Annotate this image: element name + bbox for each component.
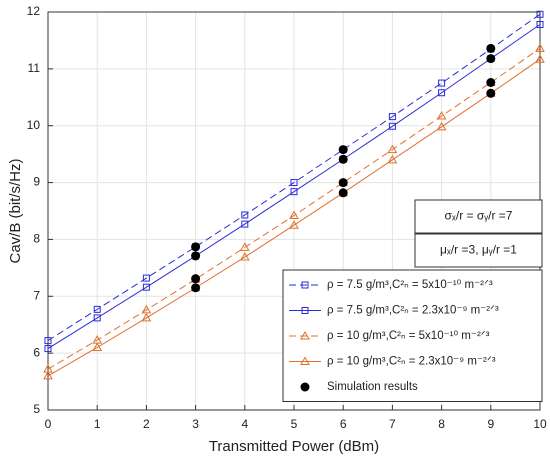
data-point [241, 211, 249, 219]
y-tick-label: 5 [33, 402, 40, 416]
data-point [436, 121, 447, 131]
data-point [486, 54, 496, 64]
data-point [387, 144, 398, 154]
x-tick-label: 1 [94, 417, 101, 431]
legend-label: Simulation results [327, 381, 418, 393]
legend-label: ρ = 7.5 g/m³,C²ₙ = 5x10⁻¹⁰ m⁻²ᐟ³ [327, 279, 493, 291]
data-point [338, 188, 348, 198]
data-point [141, 312, 152, 322]
x-tick-label: 5 [291, 417, 298, 431]
x-tick-label: 7 [389, 417, 396, 431]
data-point [338, 145, 348, 155]
y-tick-label: 11 [28, 61, 41, 75]
data-point [289, 220, 299, 229]
data-point [142, 274, 150, 282]
data-point [436, 111, 447, 120]
x-tick-label: 8 [438, 417, 445, 431]
annotation-box [414, 199, 543, 234]
data-point [290, 188, 298, 196]
data-point [191, 274, 201, 284]
legend-marker [300, 382, 310, 392]
series-line [47, 13, 541, 342]
data-point [535, 54, 545, 63]
data-point [536, 10, 544, 18]
data-point [93, 305, 101, 313]
data-point [241, 220, 249, 228]
legend-label: ρ = 7.5 g/m³,C²ₙ = 2.3x10⁻⁹ m⁻²ᐟ³ [327, 305, 499, 317]
data-point [486, 78, 496, 88]
legend-label: ρ = 10 g/m³,C²ₙ = 2.3x10⁻⁹ m⁻²ᐟ³ [327, 356, 496, 368]
data-point [438, 79, 446, 87]
x-tick-label: 6 [340, 417, 347, 431]
annotation-box [414, 233, 543, 268]
legend-marker [300, 356, 310, 365]
x-tick-label: 0 [45, 417, 52, 431]
y-tick-label: 7 [33, 288, 40, 302]
x-tick-label: 2 [143, 417, 150, 431]
data-point [338, 178, 348, 188]
y-tick-label: 6 [33, 345, 40, 359]
data-point [486, 43, 496, 53]
series-line [47, 47, 541, 370]
legend-marker [300, 330, 310, 340]
series-line [47, 24, 541, 350]
annotation: μₓ/r =3, μᵧ/r =1 [440, 243, 517, 257]
x-tick-label: 4 [241, 417, 248, 431]
data-point [388, 122, 396, 130]
data-point [536, 21, 544, 29]
data-point [44, 345, 52, 353]
y-tick-label: 8 [33, 232, 40, 246]
legend-marker [301, 307, 309, 314]
y-tick-label: 12 [27, 4, 41, 18]
series-line [47, 58, 541, 377]
data-point [290, 179, 298, 187]
legend-box [282, 269, 543, 402]
data-point [387, 154, 398, 164]
data-point [388, 113, 396, 121]
legend-marker [301, 281, 309, 289]
data-point [43, 370, 53, 380]
x-tick-label: 3 [192, 417, 199, 431]
data-point [191, 242, 201, 252]
x-tick-label: 9 [487, 417, 494, 431]
legend-label: ρ = 10 g/m³,C²ₙ = 5x10⁻¹⁰ m⁻²ᐟ³ [327, 330, 490, 342]
data-point [338, 154, 348, 164]
data-point [92, 342, 103, 351]
data-point [289, 210, 299, 220]
data-point [191, 283, 201, 293]
data-point [93, 314, 101, 322]
y-tick-label: 10 [27, 118, 41, 132]
data-point [191, 251, 201, 261]
data-point [142, 283, 150, 291]
y-axis-label: Cav/B (bit/s/Hz) [7, 158, 24, 263]
data-point [535, 43, 545, 52]
annotation: σₓ/r = σᵧ/r =7 [445, 209, 513, 223]
data-point [438, 89, 446, 97]
y-tick-label: 9 [33, 175, 40, 189]
x-axis-label: Transmitted Power (dBm) [209, 438, 379, 455]
data-point [239, 252, 250, 261]
x-tick-label: 10 [533, 417, 547, 431]
data-point [239, 242, 250, 251]
data-point [486, 88, 496, 98]
data-point [44, 337, 52, 345]
